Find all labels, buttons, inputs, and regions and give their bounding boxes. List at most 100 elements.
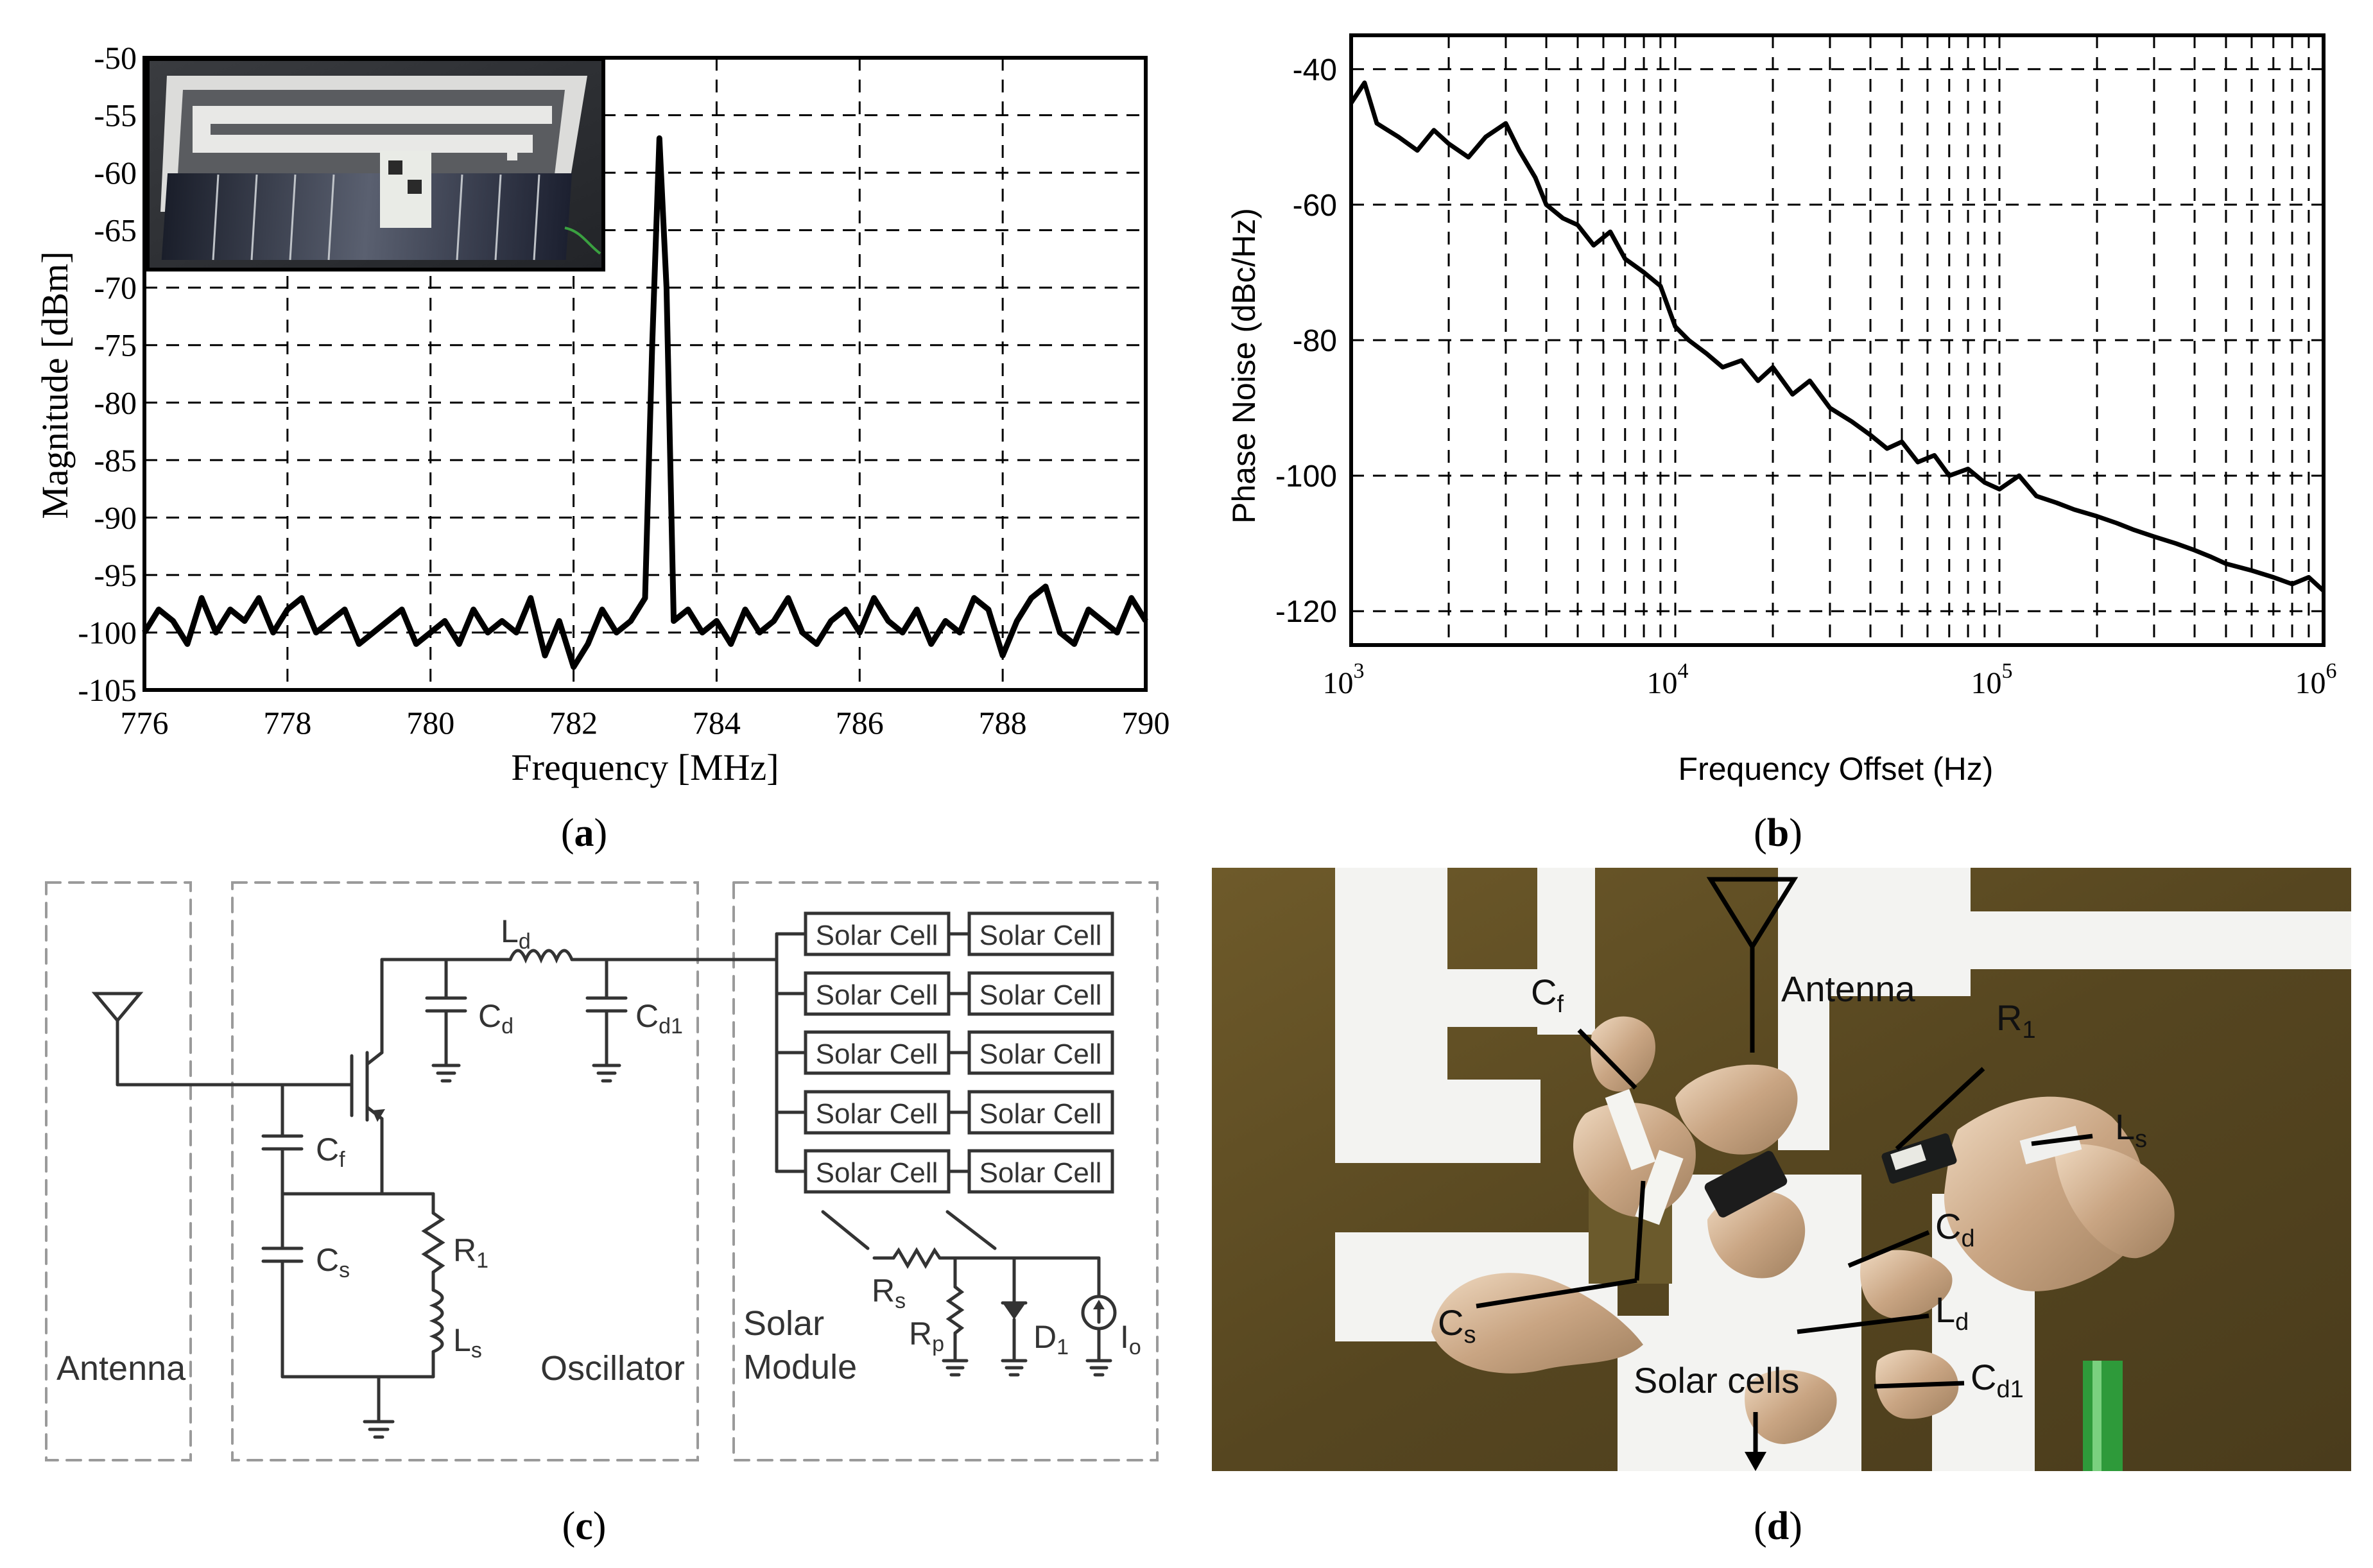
y-tick-label: -120 <box>1275 595 1337 629</box>
photo-down-arrow-icon <box>1745 1452 1766 1471</box>
y-tick-label: -85 <box>94 442 137 478</box>
label-R1: R1 <box>453 1232 488 1273</box>
solar-cell-box <box>804 1090 951 1135</box>
photo-label-Ld: Ld <box>1935 1289 1969 1336</box>
y-tick-label: -105 <box>78 672 137 708</box>
y-tick-label: -60 <box>94 155 137 191</box>
y-tick-label: -60 <box>1293 189 1337 223</box>
y-tick-label: -65 <box>94 212 137 248</box>
photo-label-Cd: Cd <box>1935 1206 1975 1252</box>
solar-cell-box <box>804 911 951 956</box>
x-tick-label: 780 <box>406 705 454 741</box>
spectrum-y-axis-label: Magnitude [dBm] <box>34 251 76 519</box>
solar-cell-label: Solar Cell <box>816 979 938 1011</box>
spectrum-chart: 776 778 780 782 784 786 788 790 -50 -55 -60 -65 -70 -… <box>34 40 1170 788</box>
photo-label-solar-cells: Solar cells <box>1634 1360 1799 1400</box>
solar-cell-box <box>967 911 1114 956</box>
phase-noise-trace <box>1349 80 2326 593</box>
solar-cell-label: Solar Cell <box>979 979 1102 1011</box>
spectrum-x-axis-label: Frequency [MHz] <box>511 746 779 788</box>
solar-module-block-box <box>732 881 1159 1461</box>
y-tick-label: -80 <box>1293 324 1337 358</box>
circuit-schematic: Antenna Oscillator Solar Module <box>45 881 1159 1461</box>
y-tick-label: -90 <box>94 499 137 535</box>
label-Rp: Rp <box>909 1316 944 1356</box>
antenna-block-label: Antenna <box>56 1349 186 1388</box>
photo-antenna-marker-icon <box>1706 877 1799 951</box>
y-tick-label: -100 <box>78 614 137 650</box>
y-tick-label: -80 <box>94 384 137 420</box>
y-tick-label: -95 <box>94 557 137 593</box>
solar-cell-label: Solar Cell <box>816 1098 938 1130</box>
x-tick-label: 778 <box>263 705 311 741</box>
solar-cell-label: Solar Cell <box>816 1038 938 1070</box>
solar-cell-box <box>967 1030 1114 1075</box>
spectrum-trace <box>142 135 1148 670</box>
photo-label-Cf: Cf <box>1531 972 1564 1018</box>
solar-cell-label: Solar Cell <box>816 920 938 951</box>
phase-noise-y-axis-label: Phase Noise (dBc/Hz) <box>1226 208 1262 524</box>
label-D1: D1 <box>1033 1319 1069 1359</box>
x-tick-label: 790 <box>1122 705 1170 741</box>
solar-cell-box <box>967 1149 1114 1194</box>
oscillator-block-box <box>231 881 699 1461</box>
solar-module-label-line2: Module <box>743 1348 857 1386</box>
phase-noise-chart: 103 104 105 106 -40 -60 -80 -100 -120 Frequency … <box>1226 33 2337 787</box>
label-Ld: Ld <box>501 913 531 954</box>
panel-label-a: (a) <box>561 811 607 855</box>
x-tick-label: 788 <box>979 705 1027 741</box>
spectrum-tick-labels: 776 778 780 782 784 786 788 790 -50 -55 -60 -65 -70 -… <box>78 40 1169 741</box>
solar-cell-label: Solar Cell <box>979 920 1102 951</box>
panel-label-c: (c) <box>562 1504 607 1548</box>
x-tick-label: 105 <box>1971 659 2013 700</box>
phase-noise-x-axis-label: Frequency Offset (Hz) <box>1678 751 1994 787</box>
y-tick-label: -55 <box>94 98 137 134</box>
oscillator-block-label: Oscillator <box>540 1349 685 1388</box>
solar-cell-box <box>967 971 1114 1016</box>
oscillator-photo: Antenna Solar cells Cf R1 Ls Cd Ld Cs Cd… <box>1212 868 2351 1471</box>
solar-cell-label: Solar Cell <box>979 1157 1102 1189</box>
label-Cf: Cf <box>316 1132 345 1172</box>
solar-cell-array: Solar Cell Solar Cell Solar Cell Solar Cell… <box>804 911 1114 1194</box>
label-Ls: Ls <box>453 1322 482 1363</box>
x-tick-label: 782 <box>549 705 598 741</box>
spectrum-grid <box>144 58 1146 690</box>
x-tick-label: 106 <box>2295 659 2337 700</box>
solar-cell-box <box>967 1090 1114 1135</box>
y-tick-label: -70 <box>94 270 137 306</box>
y-tick-label: -100 <box>1275 460 1337 494</box>
solar-module-label-line1: Solar <box>743 1304 824 1343</box>
solar-cell-label: Solar Cell <box>816 1157 938 1189</box>
panel-label-d: (d) <box>1754 1504 1802 1548</box>
x-tick-label: 104 <box>1647 659 1689 700</box>
photo-label-Cd1: Cd1 <box>1971 1357 2024 1403</box>
antenna-inset-photo <box>146 57 605 271</box>
photo-label-Cs: Cs <box>1438 1302 1476 1348</box>
x-tick-label: 784 <box>693 705 741 741</box>
label-Cd1: Cd1 <box>635 998 683 1038</box>
phase-noise-plot-frame <box>1349 33 2326 647</box>
photo-label-antenna: Antenna <box>1781 969 1915 1009</box>
photo-label-Ls: Ls <box>2115 1107 2147 1153</box>
antenna-block-box <box>45 881 192 1461</box>
solar-cell-label: Solar Cell <box>979 1038 1102 1070</box>
x-tick-label: 776 <box>121 705 169 741</box>
y-tick-label: -40 <box>1293 53 1337 87</box>
label-Cd: Cd <box>478 998 513 1038</box>
spectrum-plot-frame <box>142 56 1148 692</box>
diode-icon <box>1003 1303 1026 1320</box>
label-Io: Io <box>1120 1319 1141 1359</box>
y-tick-label: -75 <box>94 327 137 363</box>
solar-cell-box <box>804 971 951 1016</box>
y-tick-label: -50 <box>94 40 137 76</box>
photo-label-R1: R1 <box>1996 997 2036 1044</box>
solar-cell-box <box>804 1030 951 1075</box>
antenna-symbol-icon <box>91 992 144 1023</box>
x-tick-label: 103 <box>1323 659 1365 700</box>
phase-noise-grid <box>1351 35 2324 645</box>
x-tick-label: 786 <box>836 705 884 741</box>
solar-cell-box <box>804 1149 951 1194</box>
solar-cell-label: Solar Cell <box>979 1098 1102 1130</box>
label-Cs: Cs <box>316 1242 350 1282</box>
phase-noise-tick-labels: 103 104 105 106 -40 -60 -80 -100 -120 <box>1275 53 2337 700</box>
